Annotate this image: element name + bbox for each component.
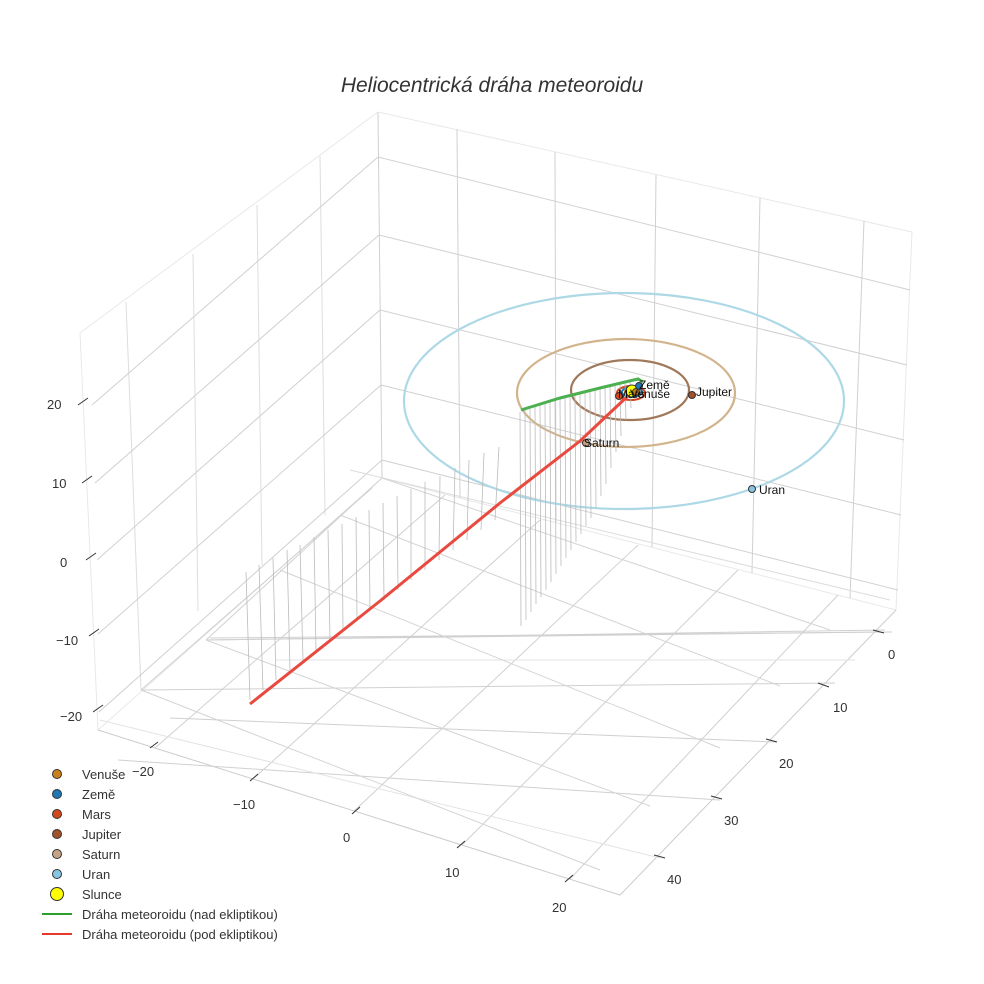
dot-icon [52, 789, 62, 799]
planet-markers[interactable] [582, 382, 756, 493]
planet-labels: Země Mars Venuše Jupiter Saturn Uran [584, 378, 785, 497]
legend-item-saturn[interactable]: Saturn [38, 844, 278, 864]
legend-label: Země [82, 786, 116, 802]
label-zeme: Země [639, 378, 670, 392]
legend-label: Uran [82, 866, 111, 882]
label-jupiter: Jupiter [696, 385, 732, 399]
z-tick: −10 [56, 633, 79, 648]
marker-jupiter [688, 391, 696, 399]
legend-item-mars[interactable]: Mars [38, 804, 278, 824]
marker-uran [748, 485, 756, 493]
drop-lines [245, 380, 632, 701]
y-tick: 30 [724, 813, 739, 828]
y-tick: 0 [888, 647, 896, 662]
legend-item-venuse[interactable]: Venuše [38, 764, 278, 784]
label-venuse: Venuše [630, 387, 670, 401]
dot-icon [52, 769, 62, 779]
dot-icon [52, 869, 62, 879]
label-mars: Mars [618, 387, 645, 401]
legend: Venuše Země Mars Jupiter Saturn Uran Slu… [38, 764, 278, 944]
legend-item-slunce[interactable]: Slunce [38, 884, 278, 904]
orbit-jupiter [569, 358, 691, 422]
axis-ticks [77, 397, 885, 883]
dot-icon [52, 849, 62, 859]
dot-icon [52, 809, 62, 819]
legend-item-zeme[interactable]: Země [38, 784, 278, 804]
marker-earth [635, 382, 643, 390]
z-tick: 20 [47, 397, 62, 412]
line-icon [42, 933, 72, 935]
x-tick: 10 [445, 865, 460, 880]
z-tick: 0 [60, 555, 68, 570]
grid-floor [97, 477, 897, 896]
z-tick: −20 [60, 709, 83, 724]
legend-item-uran[interactable]: Uran [38, 864, 278, 884]
legend-label: Dráha meteoroidu (pod ekliptikou) [82, 926, 278, 942]
z-tick: 10 [52, 476, 67, 491]
legend-label: Saturn [82, 846, 121, 862]
legend-item-jupiter[interactable]: Jupiter [38, 824, 278, 844]
marker-mars [615, 392, 623, 400]
y-tick: 10 [833, 700, 848, 715]
x-tick: 20 [552, 900, 567, 915]
marker-saturn [582, 439, 590, 447]
legend-item-path-above[interactable]: Dráha meteoroidu (nad ekliptikou) [38, 904, 278, 924]
grid-floor-x [140, 477, 831, 871]
dot-icon [52, 829, 62, 839]
legend-label: Venuše [82, 766, 126, 782]
y-tick: 20 [779, 756, 794, 771]
x-tick: −20 [132, 764, 155, 779]
legend-label: Dráha meteoroidu (nad ekliptikou) [82, 906, 278, 922]
legend-label: Jupiter [82, 826, 122, 842]
legend-label: Mars [82, 806, 111, 822]
y-tick: 40 [667, 872, 682, 887]
legend-item-path-below[interactable]: Dráha meteoroidu (pod ekliptikou) [38, 924, 278, 944]
orbit-saturn [515, 337, 737, 449]
label-uran: Uran [759, 483, 785, 497]
legend-label: Slunce [82, 886, 122, 902]
label-saturn: Saturn [584, 436, 619, 450]
sun-icon [50, 887, 64, 901]
orbit-uran [402, 291, 846, 511]
x-tick: −10 [233, 797, 256, 812]
line-icon [42, 913, 72, 915]
meteoroid-path-above[interactable] [520, 377, 644, 412]
chart-title: Heliocentrická dráha meteoroidu [340, 74, 644, 97]
x-tick: 0 [343, 830, 351, 845]
